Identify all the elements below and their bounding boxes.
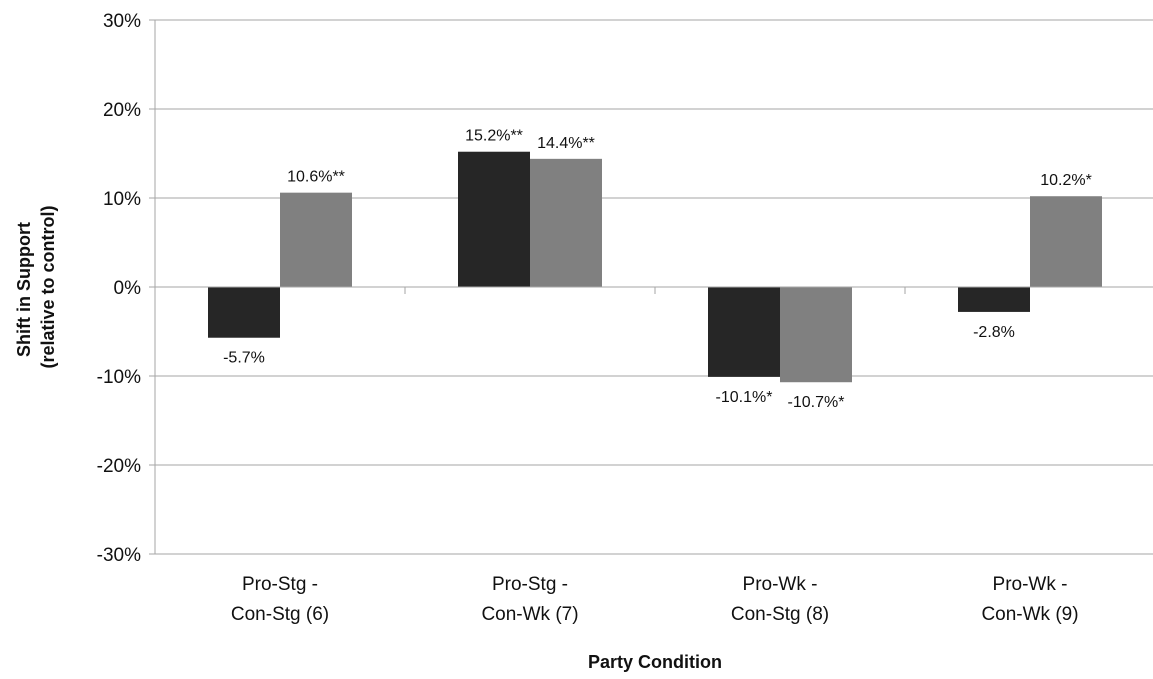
- bar: [208, 287, 280, 338]
- bar: [530, 158, 602, 287]
- y-tick-label: -10%: [97, 367, 141, 388]
- x-category-label: Pro-Wk - Con-Stg (8): [731, 574, 829, 625]
- x-category-label-line: Pro-Wk -: [743, 574, 818, 595]
- x-category-label-line: Con-Wk (7): [481, 604, 578, 625]
- x-axis-title: Party Condition: [588, 652, 722, 672]
- x-category-label-line: Pro-Stg -: [492, 574, 568, 595]
- x-category-labels: Pro-Stg -Con-Stg (6)Pro-Stg -Con-Wk (7)P…: [231, 574, 1079, 625]
- bar: [958, 287, 1030, 312]
- data-label: -10.1%*: [716, 389, 773, 406]
- x-category-label: Pro-Stg - Con-Stg (6): [231, 574, 329, 625]
- data-labels: -5.7% 10.6%** 15.2%** 14.4%** -10.1%* -10.7%*…: [223, 128, 1092, 412]
- data-label: -10.7%*: [788, 394, 845, 411]
- bar: [458, 151, 530, 287]
- y-tick-label: 0%: [114, 278, 142, 299]
- bar: [1030, 196, 1102, 287]
- x-category-label-line: Pro-Stg -: [242, 574, 318, 595]
- y-tick-label: 10%: [103, 189, 141, 210]
- y-tick-label: 20%: [103, 100, 141, 121]
- y-axis-title: Shift in Support (relative to control): [14, 205, 58, 368]
- x-category-label: Pro-Stg - Con-Wk (7): [481, 574, 578, 625]
- data-label: 14.4%**: [537, 135, 595, 152]
- y-axis-title-line-2: (relative to control): [38, 205, 58, 368]
- bar: [780, 287, 852, 383]
- data-label: -5.7%: [223, 350, 265, 367]
- y-tick-label: 30%: [103, 11, 141, 32]
- x-category-label-line: Con-Stg (6): [231, 604, 329, 625]
- y-tick-labels: 30% 20% 10% 0% -10% -20% -30%: [97, 11, 141, 566]
- x-category-label-line: Con-Stg (8): [731, 604, 829, 625]
- bar: [280, 192, 352, 287]
- x-category-label-line: Pro-Wk -: [993, 574, 1068, 595]
- x-category-label: Pro-Wk - Con-Wk (9): [981, 574, 1078, 625]
- data-label: 10.6%**: [287, 169, 345, 186]
- data-label: 10.2%*: [1040, 172, 1092, 189]
- data-label: -2.8%: [973, 324, 1015, 341]
- y-tick-label: -30%: [97, 545, 141, 566]
- y-tick-label: -20%: [97, 456, 141, 477]
- axes: [149, 19, 1153, 555]
- x-category-label-line: Con-Wk (9): [981, 604, 1078, 625]
- bar: [708, 287, 780, 377]
- y-axis-title-line-1: Shift in Support: [14, 222, 34, 357]
- bars: [208, 151, 1102, 383]
- data-label: 15.2%**: [465, 128, 523, 145]
